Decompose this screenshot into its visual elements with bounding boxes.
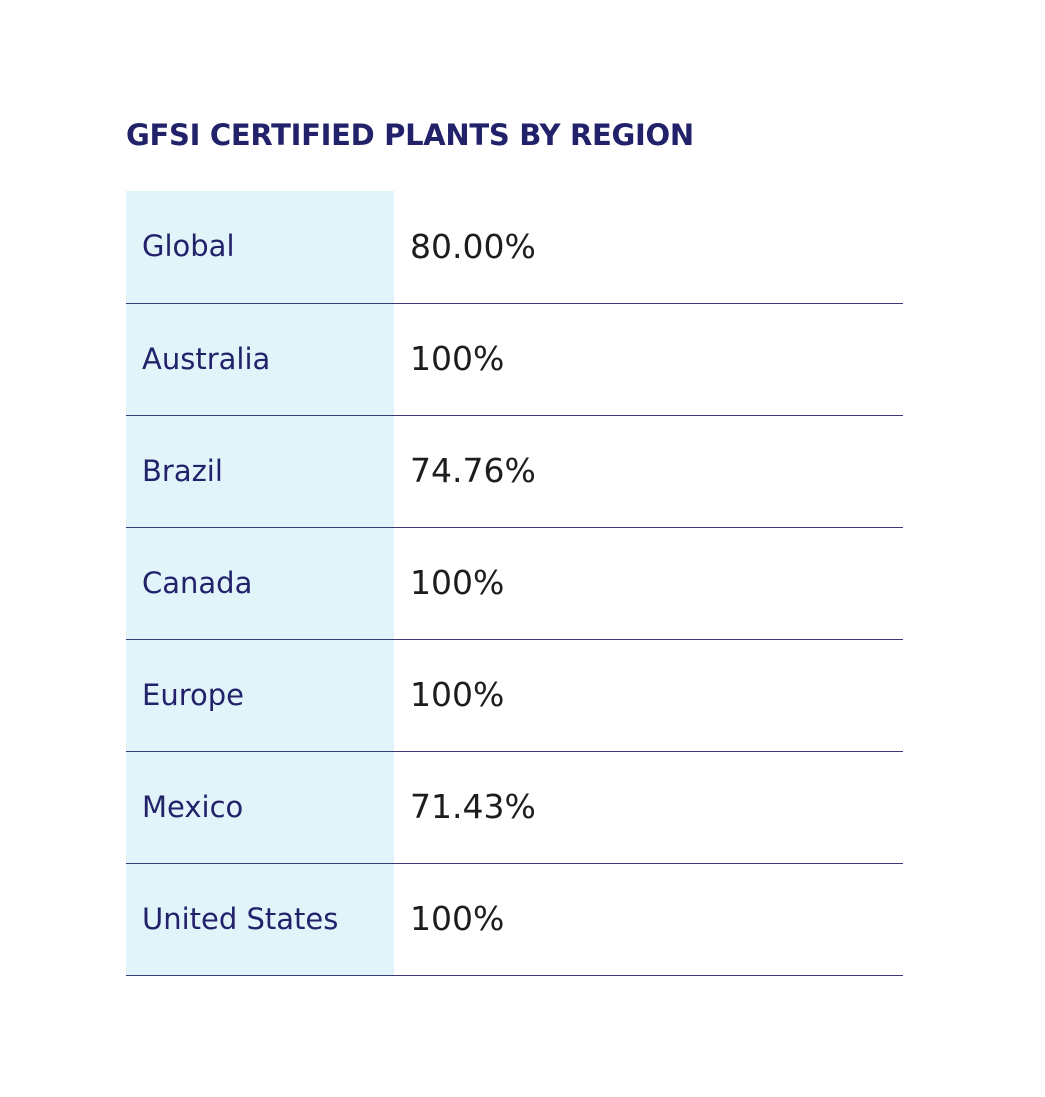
percentage-cell: 80.00% bbox=[410, 226, 536, 266]
region-cell: Brazil bbox=[126, 416, 394, 527]
table-row: Australia 100% bbox=[126, 304, 903, 416]
percentage-cell: 100% bbox=[410, 675, 505, 714]
table-row: Canada 100% bbox=[126, 528, 903, 640]
percentage-cell: 100% bbox=[410, 339, 505, 378]
table-row: Brazil 74.76% bbox=[126, 416, 903, 528]
percentage-cell: 100% bbox=[410, 899, 505, 938]
region-cell: Global bbox=[126, 191, 394, 303]
table-row: United States 100% bbox=[126, 864, 903, 976]
table-row: Global 80.00% bbox=[126, 191, 903, 304]
percentage-cell: 74.76% bbox=[410, 451, 536, 490]
region-cell: Canada bbox=[126, 528, 394, 639]
table-row: Mexico 71.43% bbox=[126, 752, 903, 864]
region-cell: United States bbox=[126, 864, 394, 975]
table-title: GFSI CERTIFIED PLANTS BY REGION bbox=[126, 118, 694, 152]
table-row: Europe 100% bbox=[126, 640, 903, 752]
region-cell: Australia bbox=[126, 304, 394, 415]
region-cell: Mexico bbox=[126, 752, 394, 863]
region-cell: Europe bbox=[126, 640, 394, 751]
percentage-cell: 71.43% bbox=[410, 787, 536, 826]
certified-plants-table: Global 80.00% Australia 100% Brazil 74.7… bbox=[126, 191, 903, 976]
percentage-cell: 100% bbox=[410, 563, 505, 602]
